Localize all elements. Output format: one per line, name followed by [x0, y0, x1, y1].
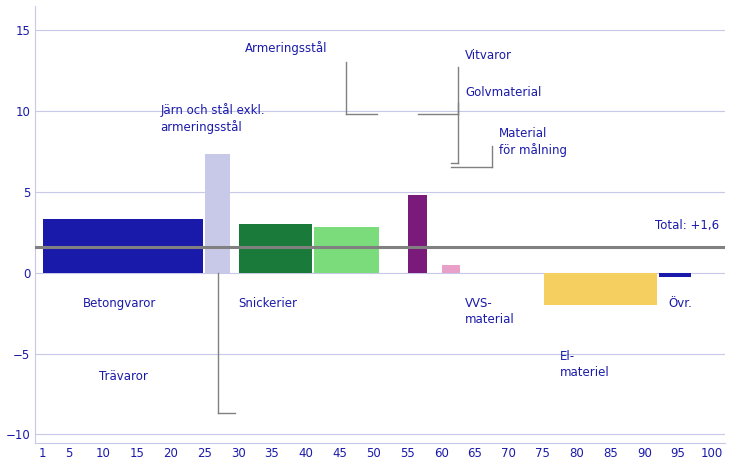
Bar: [409, 195, 427, 273]
Bar: [43, 219, 203, 273]
Text: Total: +1,6: Total: +1,6: [654, 219, 719, 232]
Text: Material
för målning: Material för målning: [499, 127, 567, 157]
Bar: [544, 273, 656, 305]
Text: Betongvaror: Betongvaror: [83, 297, 156, 310]
Bar: [205, 154, 230, 273]
Text: El-
materiel: El- materiel: [560, 350, 610, 379]
Bar: [314, 227, 379, 273]
Text: Trävaror: Trävaror: [99, 370, 148, 383]
Text: Armeringsstål: Armeringsstål: [245, 41, 327, 55]
Bar: [239, 224, 311, 273]
Bar: [659, 273, 691, 277]
Text: Övr.: Övr.: [668, 297, 692, 310]
Text: Snickerier: Snickerier: [238, 297, 298, 310]
Bar: [442, 265, 461, 273]
Text: Golvmaterial: Golvmaterial: [465, 87, 541, 99]
Text: Järn och stål exkl.
armeringsstål: Järn och stål exkl. armeringsstål: [160, 103, 265, 134]
Text: VVS-
material: VVS- material: [465, 297, 515, 326]
Text: Vitvaror: Vitvaror: [465, 49, 512, 62]
